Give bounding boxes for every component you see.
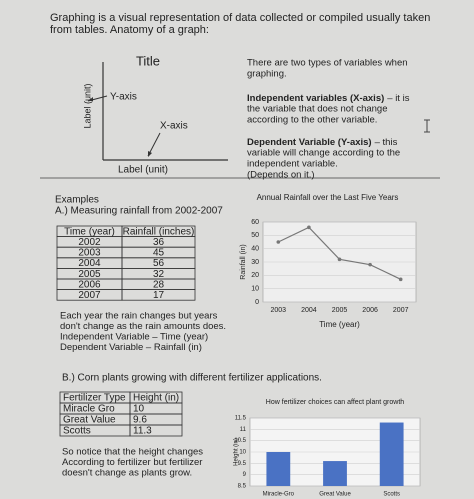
chart-title: Annual Rainfall over the Last Five Years xyxy=(257,193,399,202)
table-cell xyxy=(129,424,183,437)
term-rest: – this xyxy=(375,137,398,148)
table-value: 2003 xyxy=(78,248,101,259)
term-rest: – it is xyxy=(387,93,409,104)
x-tick-label: 2006 xyxy=(362,307,378,314)
data-point xyxy=(398,277,403,282)
term-line: (Depends on it.) xyxy=(247,170,315,181)
note-line: So notice that the height changes xyxy=(62,447,203,458)
table-value: 28 xyxy=(153,279,165,290)
y-tick-label: 11.5 xyxy=(235,416,247,422)
chart-title: How fertilizer choices can affect plant … xyxy=(266,399,404,406)
y-tick-label: 9.5 xyxy=(238,461,247,467)
term-line: variable will change according to the xyxy=(247,148,400,159)
table-header: Fertilizer Type xyxy=(63,393,126,404)
y-tick-label: 9 xyxy=(243,472,247,478)
anatomy-x-label: Label (unit) xyxy=(118,165,168,176)
y-tick-label: 10.5 xyxy=(234,438,246,444)
y-tick-label: 0 xyxy=(255,299,259,306)
header-line: from tables. Anatomy of a graph: xyxy=(50,24,209,36)
y-tick-label: 20 xyxy=(251,272,259,279)
data-point xyxy=(307,225,311,230)
intro-line: graphing. xyxy=(247,69,287,80)
table-value: 2004 xyxy=(78,258,101,269)
x-tick-label: Great Value xyxy=(319,492,351,498)
note-line: According to fertilizer but fertilizer xyxy=(62,457,202,468)
intro-line: There are two types of variables when xyxy=(247,58,408,69)
table-header: Height (in) xyxy=(133,393,179,404)
section-heading: Examples xyxy=(55,195,99,206)
table-value: 45 xyxy=(153,248,165,259)
table-cell xyxy=(121,289,196,301)
table-value: 32 xyxy=(153,269,165,280)
table-header: Rainfall (inches) xyxy=(123,226,195,237)
table-value: 11.3 xyxy=(133,426,152,437)
y-tick-label: 30 xyxy=(251,259,259,266)
data-point xyxy=(368,262,372,267)
y-tick-label: 40 xyxy=(251,246,259,253)
anatomy-title: Title xyxy=(136,53,160,68)
note-line: Each year the rain changes but years xyxy=(60,311,218,322)
table-header: Time (year) xyxy=(64,226,115,237)
x-axis-label: Time (year) xyxy=(319,320,360,329)
note-line: Independent Variable – Time (year) xyxy=(60,332,208,343)
anatomy-y-axis: Y-axis xyxy=(110,92,137,103)
y-tick-label: 8.5 xyxy=(238,484,247,490)
table-value: 36 xyxy=(153,237,165,248)
bar xyxy=(266,452,291,486)
term-line: independent variable. xyxy=(247,159,338,170)
table-value: 2007 xyxy=(78,290,101,301)
section-title: A.) Measuring rainfall from 2002-2007 xyxy=(55,206,223,217)
y-tick-label: 10 xyxy=(251,286,259,293)
table-value: 9.6 xyxy=(133,415,147,426)
x-tick-label: 2003 xyxy=(271,307,287,314)
y-axis-label: Height (in) xyxy=(234,438,240,466)
table-value: Miracle Gro xyxy=(63,404,115,415)
x-tick-label: 2005 xyxy=(332,307,348,314)
arrow-head xyxy=(88,97,93,101)
y-tick-label: 10 xyxy=(239,450,246,456)
term-line: the variable that does not change xyxy=(247,104,388,115)
data-point xyxy=(276,240,281,244)
arrow-head xyxy=(148,151,152,157)
data-point xyxy=(337,257,342,262)
table-value: Scotts xyxy=(63,426,91,437)
section-title: B.) Corn plants growing with different f… xyxy=(62,373,322,384)
table-value: 2002 xyxy=(78,237,101,248)
table-value: 10 xyxy=(133,404,145,415)
table-value: 2006 xyxy=(78,279,101,290)
x-tick-label: 2007 xyxy=(393,307,409,314)
y-axis-label: Rainfall (in) xyxy=(240,244,247,279)
table-value: Great Value xyxy=(63,415,116,426)
bar xyxy=(323,461,347,486)
note-line: doesn't change as plants grow. xyxy=(62,468,192,479)
term-line: Dependent Variable (Y-axis) – this xyxy=(247,137,398,148)
y-tick-label: 60 xyxy=(251,219,259,226)
cursor-icon xyxy=(424,119,430,133)
anatomy-y-label: Label (unit) xyxy=(82,83,92,128)
table-value: 2005 xyxy=(78,269,101,280)
table-value: 56 xyxy=(153,258,165,269)
note-line: Dependent Variable – Rainfall (in) xyxy=(60,342,202,353)
term-line: Independent variables (X-axis) – it is xyxy=(247,93,410,104)
anatomy-x-axis: X-axis xyxy=(160,121,188,132)
term: Independent variables (X-axis) xyxy=(247,93,384,104)
term: Dependent Variable (Y-axis) xyxy=(247,137,372,148)
term-line: according to the other variable. xyxy=(247,115,377,126)
header-line: Graphing is a visual representation of d… xyxy=(50,12,430,24)
x-tick-label: 2004 xyxy=(301,307,317,314)
x-tick-label: Scotts xyxy=(383,492,400,498)
table-value: 17 xyxy=(153,290,165,301)
y-tick-label: 50 xyxy=(251,232,259,239)
bar xyxy=(379,422,404,486)
note-line: don't change as the rain amounts does. xyxy=(60,321,226,332)
x-tick-label: Miracle-Gro xyxy=(263,492,295,498)
y-tick-label: 11 xyxy=(240,427,247,433)
